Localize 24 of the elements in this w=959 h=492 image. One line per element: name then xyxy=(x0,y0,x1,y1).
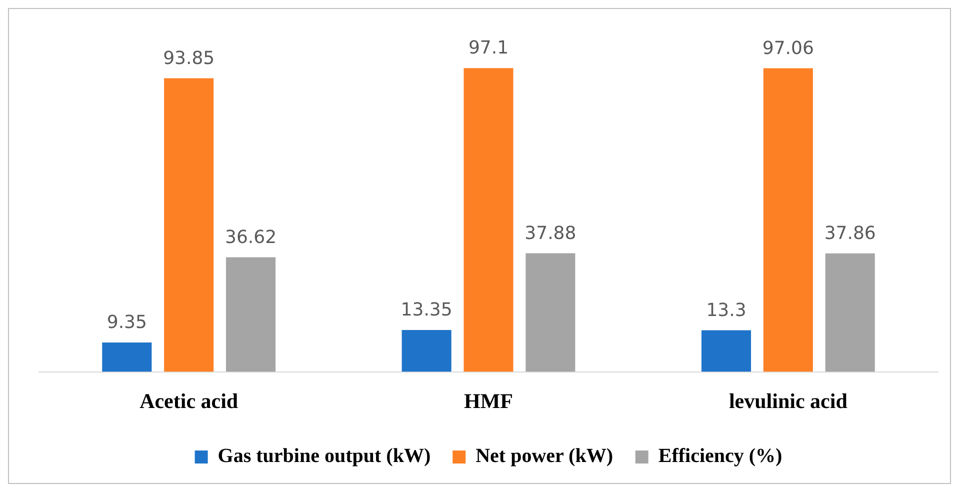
bar xyxy=(402,330,452,372)
data-label: 97.06 xyxy=(762,38,814,59)
legend-label: Efficiency (%) xyxy=(658,445,782,468)
bar xyxy=(701,330,752,372)
x-tick-label: levulinic acid xyxy=(728,388,848,413)
data-label: 37.86 xyxy=(824,223,876,244)
bar xyxy=(464,68,514,372)
legend-label: Net power (kW) xyxy=(476,445,613,468)
bar xyxy=(825,253,875,372)
data-label: 97.1 xyxy=(468,38,509,59)
bar xyxy=(164,78,214,372)
x-tick-label: Acetic acid xyxy=(140,388,238,413)
data-label: 36.62 xyxy=(225,226,277,248)
bar xyxy=(526,253,576,372)
legend-label: Gas turbine output (kW) xyxy=(218,445,431,468)
data-label: 13.3 xyxy=(706,300,746,321)
bar xyxy=(763,68,813,372)
bar xyxy=(102,342,152,372)
data-label: 9.35 xyxy=(106,312,147,334)
x-tick-label: HMF xyxy=(464,388,513,413)
bar xyxy=(226,257,276,372)
data-label: 13.35 xyxy=(400,300,452,321)
data-label: 37.88 xyxy=(524,222,576,244)
data-label: 93.85 xyxy=(163,48,215,69)
